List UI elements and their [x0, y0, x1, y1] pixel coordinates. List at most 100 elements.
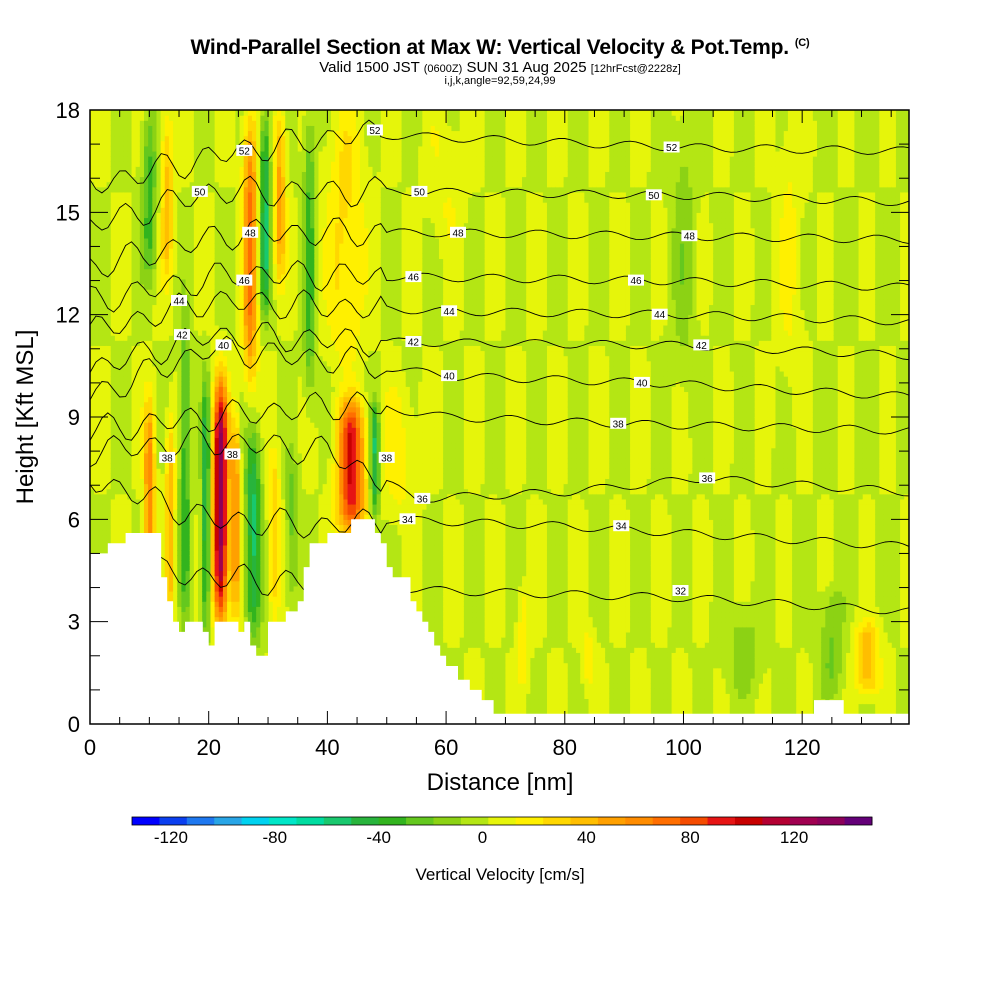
velocity-cell: [243, 161, 249, 167]
velocity-cell: [160, 319, 166, 326]
velocity-cell: [106, 278, 112, 285]
velocity-cell: [231, 181, 236, 188]
velocity-cell: [160, 335, 166, 341]
velocity-cell: [210, 570, 216, 577]
velocity-cell: [106, 299, 112, 306]
velocity-cell: [152, 417, 158, 423]
velocity-cell: [94, 289, 99, 295]
velocity-cell: [218, 145, 224, 152]
velocity-cell: [131, 130, 137, 137]
velocity-cell: [152, 509, 158, 515]
velocity-cell: [139, 248, 145, 254]
velocity-cell: [156, 314, 162, 321]
velocity-cell: [247, 396, 253, 403]
velocity-cell: [189, 330, 195, 336]
velocity-cell: [189, 299, 195, 306]
velocity-cell: [189, 289, 195, 295]
velocity-cell: [214, 401, 220, 408]
velocity-cell: [131, 350, 137, 357]
velocity-cell: [227, 304, 232, 311]
velocity-cell: [102, 386, 108, 393]
velocity-cell: [139, 140, 145, 147]
velocity-cell: [177, 626, 182, 633]
velocity-cell: [98, 447, 104, 454]
velocity-cell: [198, 253, 203, 259]
velocity-cell: [256, 135, 261, 142]
velocity-cell: [256, 452, 261, 459]
velocity-cell: [222, 227, 228, 234]
velocity-cell: [131, 411, 137, 418]
velocity-cell: [148, 181, 153, 188]
velocity-cell: [231, 376, 236, 382]
velocity-cell: [256, 335, 261, 341]
velocity-cell: [247, 427, 253, 433]
velocity-cell: [235, 555, 241, 561]
velocity-cell: [210, 514, 216, 520]
velocity-cell: [106, 376, 112, 382]
velocity-cell: [131, 253, 137, 259]
velocity-cell: [98, 222, 104, 229]
velocity-cell: [206, 345, 212, 352]
velocity-cell: [131, 437, 137, 444]
velocity-cell: [218, 166, 224, 172]
velocity-cell: [256, 468, 261, 474]
velocity-cell: [156, 150, 162, 157]
velocity-cell: [160, 524, 166, 531]
velocity-cell: [256, 345, 261, 352]
velocity-cell: [119, 120, 124, 126]
velocity-cell: [98, 432, 104, 439]
velocity-cell: [131, 171, 137, 178]
velocity-cell: [144, 202, 149, 208]
velocity-cell: [227, 376, 232, 382]
velocity-cell: [160, 355, 166, 362]
velocity-cell: [144, 483, 149, 490]
velocity-cell: [247, 309, 253, 316]
velocity-cell: [98, 294, 104, 300]
velocity-cell: [106, 207, 112, 213]
velocity-cell: [131, 243, 137, 249]
velocity-cell: [164, 125, 170, 132]
velocity-cell: [198, 222, 203, 229]
velocity-cell: [231, 319, 236, 326]
velocity-cell: [247, 452, 253, 459]
velocity-cell: [106, 370, 112, 377]
velocity-cell: [102, 186, 108, 193]
velocity-cell: [119, 350, 124, 357]
velocity-cell: [127, 427, 133, 433]
velocity-cell: [206, 289, 212, 295]
velocity-cell: [222, 555, 228, 561]
velocity-cell: [102, 258, 108, 265]
velocity-cell: [139, 524, 145, 531]
velocity-cell: [127, 498, 133, 505]
velocity-cell: [90, 294, 95, 300]
velocity-cell: [185, 427, 191, 433]
velocity-cell: [164, 503, 170, 510]
velocity-cell: [235, 340, 241, 346]
velocity-cell: [247, 417, 253, 423]
velocity-cell: [218, 509, 224, 515]
velocity-cell: [123, 401, 128, 408]
velocity-cell: [235, 294, 241, 300]
velocity-cell: [152, 273, 158, 280]
velocity-cell: [139, 514, 145, 520]
velocity-cell: [202, 140, 207, 147]
velocity-cell: [102, 335, 108, 341]
velocity-cell: [260, 550, 266, 556]
velocity-cell: [198, 360, 203, 367]
velocity-cell: [210, 115, 216, 121]
velocity-cell: [139, 427, 145, 433]
velocity-cell: [222, 580, 228, 587]
velocity-cell: [110, 365, 116, 372]
velocity-cell: [218, 376, 224, 382]
velocity-cell: [148, 145, 153, 152]
velocity-cell: [252, 606, 257, 613]
velocity-cell: [193, 452, 199, 459]
velocity-cell: [168, 514, 174, 520]
velocity-cell: [193, 176, 199, 183]
velocity-cell: [156, 330, 162, 336]
velocity-cell: [160, 534, 166, 541]
velocity-cell: [252, 498, 257, 505]
velocity-cell: [94, 268, 99, 275]
velocity-cell: [252, 248, 257, 254]
velocity-cell: [256, 283, 261, 290]
